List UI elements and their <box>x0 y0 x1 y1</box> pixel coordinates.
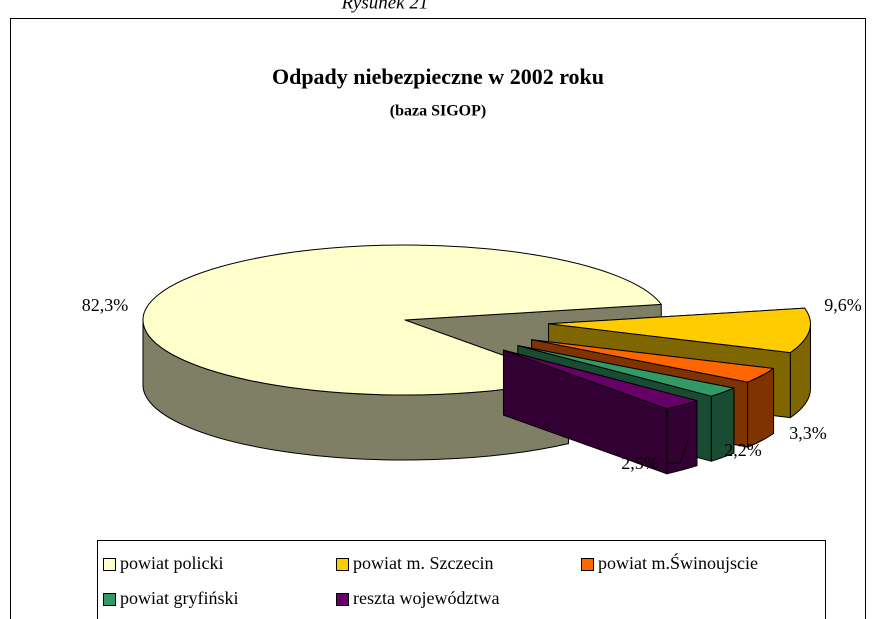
legend-swatch <box>103 558 116 571</box>
legend-label: powiat gryfiński <box>120 588 239 608</box>
legend-label: powiat m. Szczecin <box>353 553 493 573</box>
slice <box>547 307 811 354</box>
data-label: 82,3% <box>82 295 129 315</box>
data-label: 9,6% <box>824 295 862 315</box>
leader-line <box>665 439 689 464</box>
data-label: 2,2% <box>724 440 762 460</box>
data-label: 3,3% <box>789 423 827 443</box>
legend-label: powiat policki <box>120 553 223 573</box>
slice <box>517 345 735 397</box>
legend-label: powiat m.Świnoujscie <box>598 552 758 573</box>
legend-box <box>97 540 826 619</box>
legend: powiat policki powiat m. Szczecin powiat m… <box>103 552 758 608</box>
data-label: 2,5% <box>621 453 659 473</box>
slice <box>531 339 775 383</box>
pie: 82,3% 9,6% 3,3% 2,2% 2,5% <box>82 244 862 475</box>
legend-swatch <box>336 558 349 571</box>
legend-label: reszta województwa <box>353 588 499 608</box>
chart-title: Odpady niebezpieczne w 2002 roku <box>272 64 604 89</box>
legend-swatch <box>581 558 594 571</box>
slice <box>142 244 662 396</box>
caption: Rysunek 21 <box>341 0 429 13</box>
slice <box>502 349 698 410</box>
legend-swatch <box>103 593 116 606</box>
legend-swatch <box>336 593 349 606</box>
chart-subtitle: (baza SIGOP) <box>390 103 486 120</box>
